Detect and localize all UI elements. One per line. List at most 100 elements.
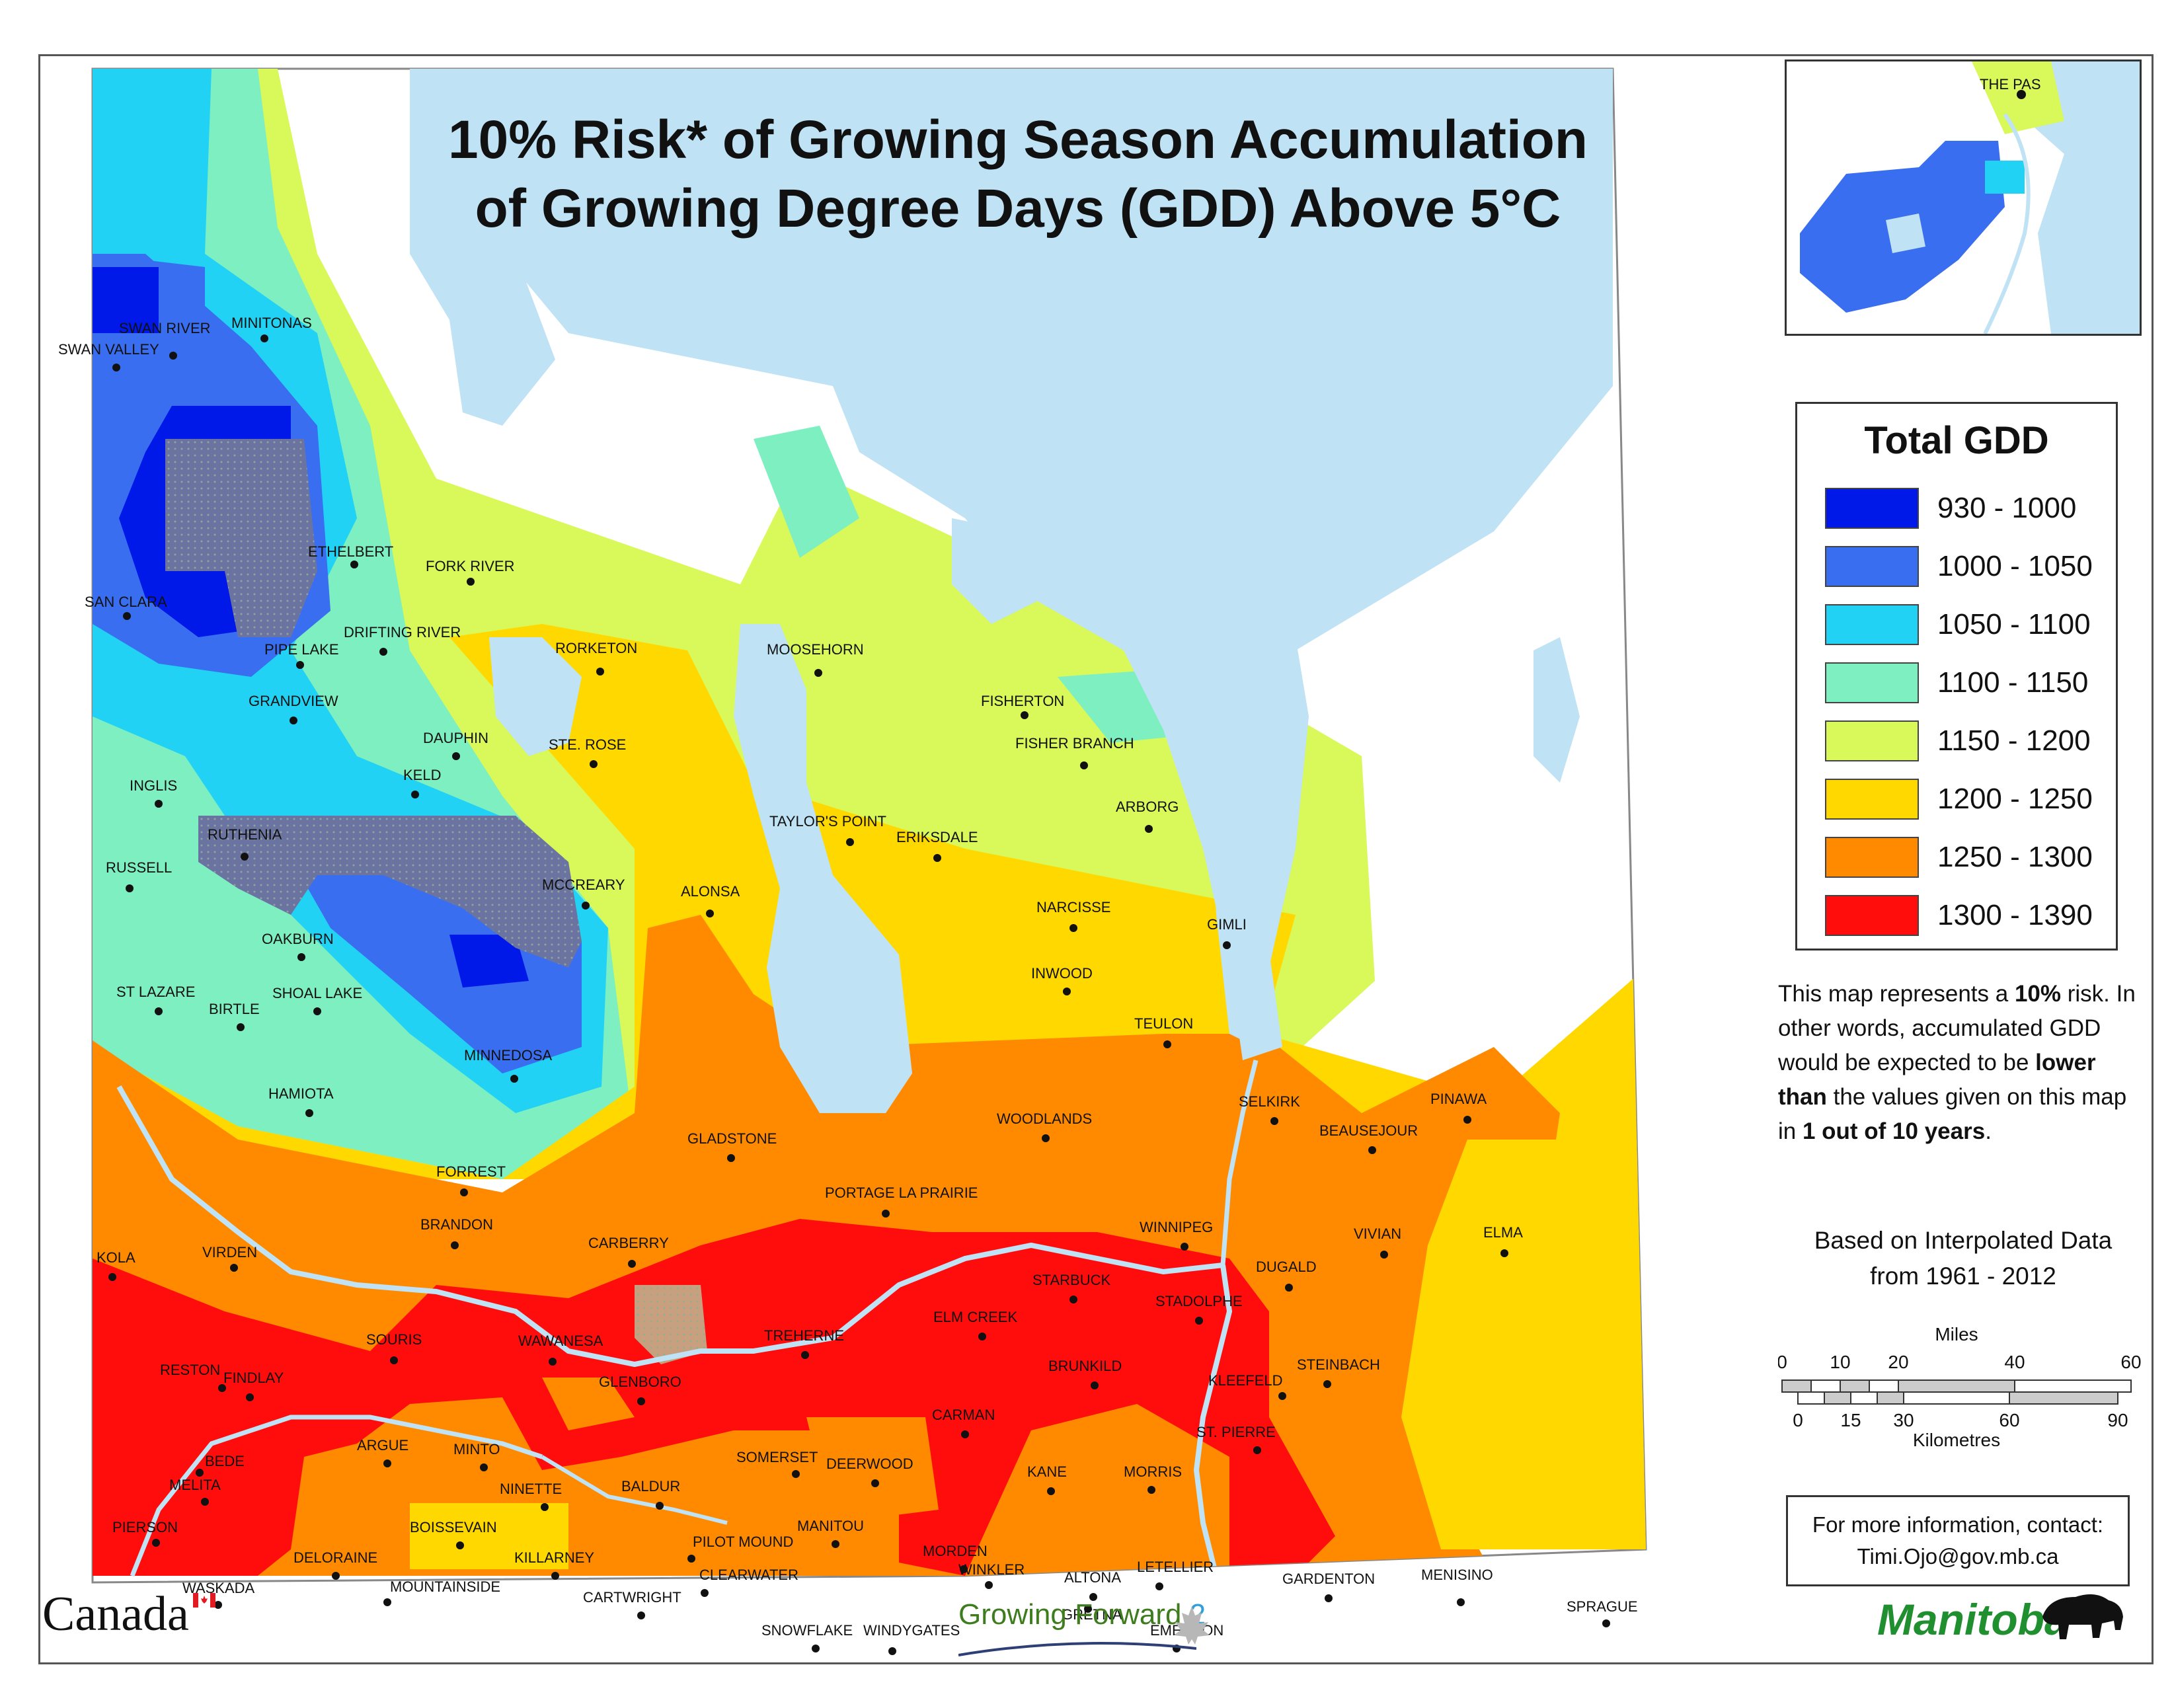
city-hamiota: HAMIOTA xyxy=(268,1085,334,1117)
city-pilot-mound: PILOT MOUND xyxy=(687,1536,793,1563)
canada-flag-icon xyxy=(193,1593,215,1608)
svg-text:KOLA: KOLA xyxy=(97,1249,136,1266)
svg-text:ELMA: ELMA xyxy=(1483,1224,1523,1241)
city-steinbach: STEINBACH xyxy=(1297,1356,1380,1388)
svg-text:ARBORG: ARBORG xyxy=(1116,798,1179,815)
scale-tick: 40 xyxy=(2004,1352,2025,1372)
svg-text:OAKBURN: OAKBURN xyxy=(262,931,334,947)
bison-icon xyxy=(2042,1594,2123,1639)
svg-text:RUSSELL: RUSSELL xyxy=(106,859,172,876)
city-somerset: SOMERSET xyxy=(736,1449,818,1478)
assiniboine-river xyxy=(116,1085,1223,1368)
inset-map: THE PAS xyxy=(1785,59,2142,336)
city-st-lazare: ST LAZARE xyxy=(116,984,195,1015)
legend-swatch xyxy=(1825,488,1919,529)
city-elm-creek: ELM CREEK xyxy=(933,1309,1017,1340)
city-winkler: WINKLER xyxy=(958,1561,1025,1589)
svg-text:WINDYGATES: WINDYGATES xyxy=(863,1622,960,1639)
gdd-map: SWAN RIVER MINITONAS SWAN VALLEY ETHELBE… xyxy=(58,67,1647,1584)
svg-text:ARGUE: ARGUE xyxy=(357,1437,408,1454)
svg-text:PILOT MOUND: PILOT MOUND xyxy=(693,1536,793,1550)
svg-text:PIPE LAKE: PIPE LAKE xyxy=(264,641,339,658)
city-fork-river: FORK RIVER xyxy=(426,558,514,586)
city-reston: RESTON xyxy=(160,1362,226,1392)
city-vivian: VIVIAN xyxy=(1354,1225,1401,1259)
legend: Total GDD 930 - 1000 1000 - 1050 1050 - … xyxy=(1795,402,2118,951)
city-melita: MELITA xyxy=(169,1477,221,1506)
svg-text:BRUNKILD: BRUNKILD xyxy=(1048,1358,1122,1374)
city-rorketon: RORKETON xyxy=(555,640,637,676)
svg-text:ELM CREEK: ELM CREEK xyxy=(933,1309,1017,1325)
svg-text:TEULON: TEULON xyxy=(1134,1015,1193,1032)
city-morris: MORRIS xyxy=(1124,1463,1182,1494)
legend-label: 1000 - 1050 xyxy=(1937,550,2093,582)
svg-text:KELD: KELD xyxy=(403,767,441,783)
svg-text:ALONSA: ALONSA xyxy=(681,883,740,900)
svg-text:WINNIPEG: WINNIPEG xyxy=(1140,1219,1213,1235)
note-bold: 1 out of 10 years xyxy=(1802,1118,1986,1144)
city-elma: ELMA xyxy=(1483,1224,1523,1257)
zone-1200-1250-island xyxy=(410,1503,568,1569)
city-pierson: PIERSON xyxy=(112,1519,178,1547)
legend-item: 1300 - 1390 xyxy=(1825,895,2093,936)
zone-1250-1300-island xyxy=(542,1378,635,1430)
legend-label: 1050 - 1100 xyxy=(1937,608,2091,640)
city-bede: BEDE xyxy=(196,1453,245,1477)
scale-tick: 90 xyxy=(2107,1410,2128,1430)
note-text: . xyxy=(1985,1118,1992,1144)
city-beausejour: BEAUSEJOUR xyxy=(1319,1122,1418,1154)
city-clearwater: CLEARWATER xyxy=(699,1567,798,1597)
city-stadolphe: STADOLPHE xyxy=(1155,1293,1243,1325)
zone-1250-1300-island2 xyxy=(806,1417,939,1523)
svg-text:DUGALD: DUGALD xyxy=(1256,1259,1317,1275)
city-minnedosa: MINNEDOSA xyxy=(464,1047,553,1083)
svg-text:GARDENTON: GARDENTON xyxy=(1282,1571,1375,1587)
svg-text:WOODLANDS: WOODLANDS xyxy=(997,1110,1092,1127)
city-mountainside: MOUNTAINSIDE xyxy=(383,1578,500,1606)
contact-email[interactable]: Timi.Ojo@gov.mb.ca xyxy=(1857,1544,2059,1569)
svg-text:GRANDVIEW: GRANDVIEW xyxy=(249,693,338,709)
scale-miles-label: Miles xyxy=(1935,1324,1978,1344)
legend-swatch xyxy=(1825,720,1919,761)
svg-text:SOURIS: SOURIS xyxy=(366,1331,422,1348)
riding-mountain-park xyxy=(198,816,582,968)
city-winnipeg: WINNIPEG xyxy=(1140,1219,1213,1251)
city-findlay: FINDLAY xyxy=(223,1370,284,1401)
scale-tick: 0 xyxy=(1778,1352,1787,1372)
city-shoal-lake: SHOAL LAKE xyxy=(272,985,362,1015)
svg-text:TAYLOR'S POINT: TAYLOR'S POINT xyxy=(769,813,886,830)
svg-text:ST LAZARE: ST LAZARE xyxy=(116,984,195,1000)
note-text: the values given on this map in xyxy=(1778,1084,2127,1144)
svg-text:BRANDON: BRANDON xyxy=(420,1216,493,1233)
legend-label: 1200 - 1250 xyxy=(1937,783,2093,815)
svg-text:CARMAN: CARMAN xyxy=(932,1407,995,1423)
svg-text:SELKIRK: SELKIRK xyxy=(1239,1093,1300,1110)
city-glenboro: GLENBORO xyxy=(599,1374,681,1405)
scale-tick: 15 xyxy=(1840,1410,1861,1430)
city-cartwright: CARTWRIGHT xyxy=(583,1589,681,1619)
city-swan-valley: SWAN VALLEY xyxy=(58,341,159,371)
svg-text:KILLARNEY: KILLARNEY xyxy=(514,1549,594,1566)
legend-title: Total GDD xyxy=(1864,419,2049,462)
data-source-line1: Based on Interpolated Data xyxy=(1814,1227,2113,1254)
svg-text:NARCISSE: NARCISSE xyxy=(1036,899,1110,915)
svg-text:SPRAGUE: SPRAGUE xyxy=(1567,1598,1638,1615)
legend-swatch xyxy=(1825,546,1919,587)
note-text: risk. In other words, accumulated GDD wo… xyxy=(1778,981,2136,1075)
svg-text:RESTON: RESTON xyxy=(160,1362,220,1378)
city-windygates: WINDYGATES xyxy=(863,1622,960,1655)
svg-text:DEERWOOD: DEERWOOD xyxy=(826,1456,913,1472)
growing-forward-swoosh xyxy=(958,1642,1196,1656)
svg-text:ETHELBERT: ETHELBERT xyxy=(308,543,393,560)
svg-text:BALDUR: BALDUR xyxy=(621,1478,680,1494)
city-fisher-branch: FISHER BRANCH xyxy=(1015,735,1134,769)
svg-text:MORDEN: MORDEN xyxy=(923,1543,988,1559)
city-narcisse: NARCISSE xyxy=(1036,899,1110,932)
svg-text:INWOOD: INWOOD xyxy=(1031,965,1093,982)
svg-text:SAN CLARA: SAN CLARA xyxy=(85,594,167,610)
svg-text:MCCREARY: MCCREARY xyxy=(542,876,625,893)
svg-text:MOUNTAINSIDE: MOUNTAINSIDE xyxy=(390,1578,500,1595)
lake-winnipeg-south xyxy=(1210,637,1309,1047)
scale-bar: Miles 0 10 20 40 60 0 15 30 60 90 Kilome… xyxy=(1777,1321,2148,1450)
city-gretna: GRETNA xyxy=(1062,1605,1122,1623)
